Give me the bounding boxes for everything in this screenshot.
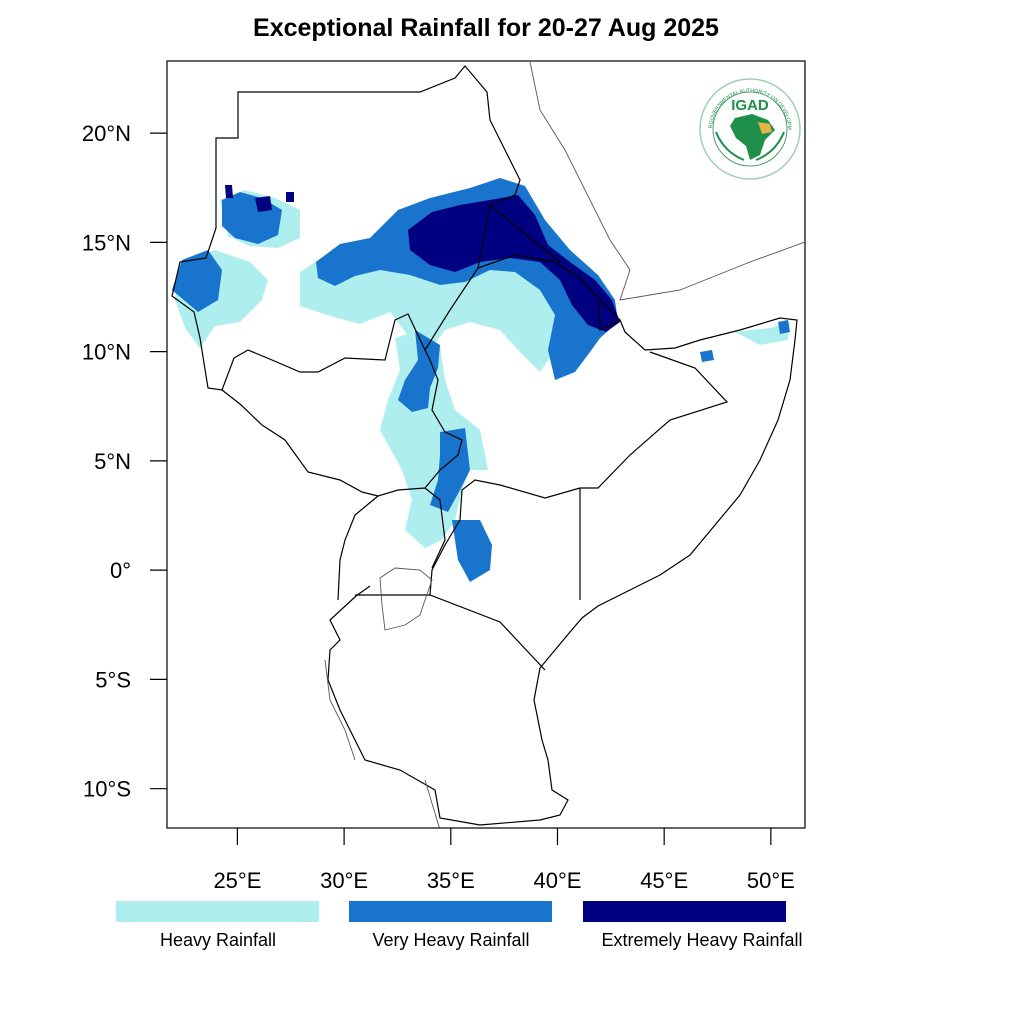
lat-tick-label: 15°N <box>82 230 131 255</box>
rainfall-layers <box>172 178 790 582</box>
legend-label-extremely-heavy: Extremely Heavy Rainfall <box>601 930 803 950</box>
latitude-axis: 20°N 15°N 10°N 5°N 0° 5°S 10°S <box>82 121 167 802</box>
plot-frame <box>166 60 806 829</box>
extremely-heavy-rainfall-areas <box>225 185 620 332</box>
legend-label-very-heavy: Very Heavy Rainfall <box>372 930 530 950</box>
igad-logo-text: IGAD <box>731 97 769 114</box>
lon-tick-label: 30°E <box>320 868 368 893</box>
map-title: Exceptional Rainfall for 20-27 Aug 2025 <box>253 14 719 42</box>
lon-tick-label: 25°E <box>213 868 261 893</box>
igad-logo: INTERGOVERNMENTAL AUTHORITY ON DEVELOPME… <box>0 0 801 180</box>
legend-label-heavy: Heavy Rainfall <box>159 930 277 950</box>
svg-text:INTERGOVERNMENTAL AUTHORITY ON: INTERGOVERNMENTAL AUTHORITY ON DEVELOPME… <box>0 0 792 130</box>
legend-swatch-very-heavy <box>349 901 552 922</box>
lon-tick-label: 45°E <box>640 868 688 893</box>
lon-tick-label: 35°E <box>427 868 475 893</box>
lat-tick-label: 10°S <box>83 777 131 802</box>
lat-tick-label: 20°N <box>82 121 131 146</box>
legend-swatch-extremely-heavy <box>583 901 786 922</box>
legend-swatch-heavy <box>116 901 319 922</box>
longitude-axis: 25°E 30°E 35°E 40°E 45°E 50°E <box>213 828 795 893</box>
lakes-and-coasts <box>324 61 805 828</box>
lat-tick-label: 0° <box>110 558 131 583</box>
country-borders <box>171 65 798 826</box>
lon-tick-label: 40°E <box>534 868 582 893</box>
lat-tick-label: 5°N <box>94 449 131 474</box>
lat-tick-label: 5°S <box>95 667 131 692</box>
very-heavy-rainfall-areas <box>172 178 790 582</box>
lon-tick-label: 50°E <box>747 868 795 893</box>
lat-tick-label: 10°N <box>82 340 131 365</box>
